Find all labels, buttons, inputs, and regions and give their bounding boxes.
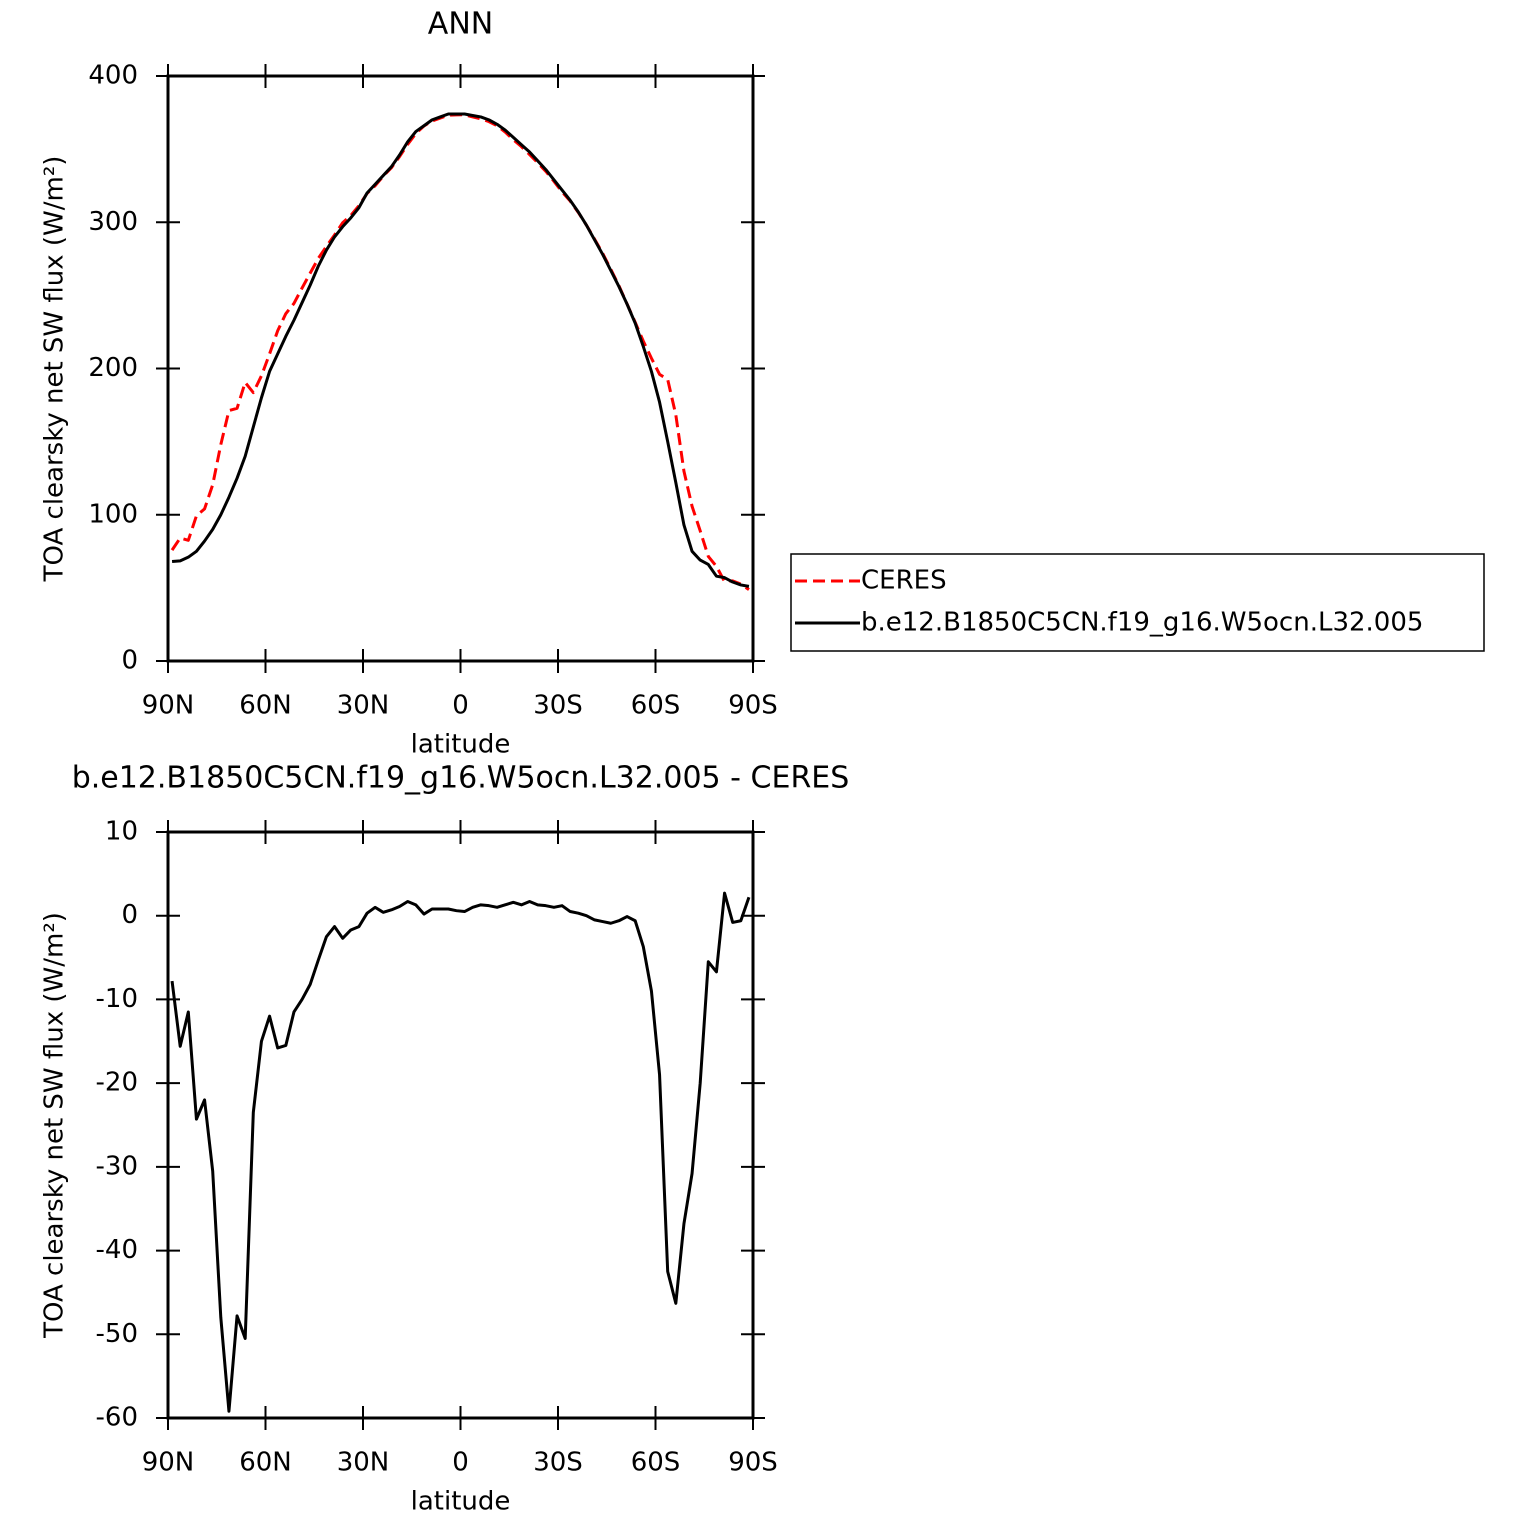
x-tick-label: 90N <box>142 1448 195 1478</box>
x-tick-label: 90N <box>142 691 195 721</box>
x-tick-label: 60S <box>631 1448 681 1478</box>
series-line <box>170 891 751 1413</box>
y-tick-label: 300 <box>88 207 138 237</box>
plot-frame <box>166 830 755 1420</box>
y-tick-label: 200 <box>88 353 138 383</box>
x-tick-label: 90S <box>728 691 778 721</box>
y-tick-label: -50 <box>96 1319 138 1349</box>
x-tick-label: 30N <box>337 691 390 721</box>
y-tick-label: -30 <box>96 1151 138 1181</box>
x-tick-label: 60N <box>239 1448 292 1478</box>
y-tick-label: 100 <box>88 499 138 529</box>
y-tick-label: 0 <box>121 900 138 930</box>
x-tick-label: 60N <box>239 691 292 721</box>
x-tick-label: 30N <box>337 1448 390 1478</box>
y-tick-label: -20 <box>96 1068 138 1098</box>
x-tick-label: 30S <box>533 691 583 721</box>
y-tick-label: -40 <box>96 1235 138 1265</box>
y-axis-label: TOA clearsky net SW flux (W/m²) <box>40 156 70 583</box>
chart-title: ANN <box>428 7 493 42</box>
y-tick-label: 10 <box>105 817 138 847</box>
y-tick-label: -60 <box>96 1403 138 1433</box>
legend-label: CERES <box>861 566 947 596</box>
legend-label: b.e12.B1850C5CN.f19_g16.W5ocn.L32.005 <box>861 608 1423 638</box>
x-axis-label: latitude <box>411 730 511 760</box>
y-tick-label: -10 <box>96 984 138 1014</box>
plot-frame <box>166 74 755 663</box>
x-axis-label: latitude <box>411 1487 511 1517</box>
series-line <box>171 112 750 588</box>
x-tick-label: 60S <box>631 691 681 721</box>
x-tick-label: 0 <box>452 691 469 721</box>
y-axis-label: TOA clearsky net SW flux (W/m²) <box>40 912 70 1339</box>
x-tick-label: 0 <box>452 1448 469 1478</box>
x-tick-label: 30S <box>533 1448 583 1478</box>
chart-title: b.e12.B1850C5CN.f19_g16.W5ocn.L32.005 - … <box>72 761 850 796</box>
y-tick-label: 0 <box>121 646 138 676</box>
x-tick-label: 90S <box>728 1448 778 1478</box>
legend-box <box>790 553 1485 652</box>
y-tick-label: 400 <box>88 61 138 91</box>
